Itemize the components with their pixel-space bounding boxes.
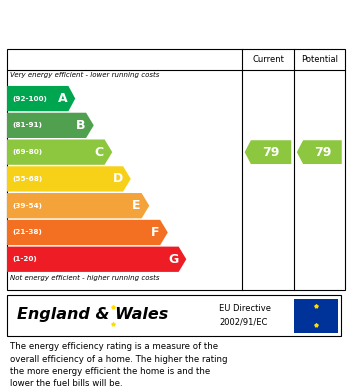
Polygon shape — [7, 247, 186, 272]
Text: A: A — [58, 92, 68, 105]
Text: Energy Efficiency Rating: Energy Efficiency Rating — [10, 15, 232, 30]
Text: 2002/91/EC: 2002/91/EC — [219, 318, 268, 327]
Text: (21-38): (21-38) — [12, 230, 42, 235]
Text: Potential: Potential — [301, 55, 338, 64]
Text: (92-100): (92-100) — [12, 95, 47, 102]
Text: (1-20): (1-20) — [12, 256, 37, 262]
Polygon shape — [7, 166, 131, 192]
Polygon shape — [7, 220, 168, 245]
Text: The energy efficiency rating is a measure of the: The energy efficiency rating is a measur… — [10, 343, 219, 352]
Polygon shape — [7, 86, 75, 111]
Bar — [294, 299, 338, 333]
Text: Not energy efficient - higher running costs: Not energy efficient - higher running co… — [10, 274, 160, 281]
Text: overall efficiency of a home. The higher the rating: overall efficiency of a home. The higher… — [10, 355, 228, 364]
Polygon shape — [7, 193, 149, 218]
Text: lower the fuel bills will be.: lower the fuel bills will be. — [10, 379, 123, 388]
Text: C: C — [95, 145, 104, 159]
Text: G: G — [168, 253, 179, 266]
Text: EU Directive: EU Directive — [219, 305, 271, 314]
Text: B: B — [76, 119, 86, 132]
Text: Very energy efficient - lower running costs: Very energy efficient - lower running co… — [10, 72, 160, 78]
Text: (81-91): (81-91) — [12, 122, 42, 128]
Text: E: E — [132, 199, 141, 212]
Text: D: D — [113, 172, 123, 185]
Polygon shape — [7, 113, 94, 138]
Text: F: F — [151, 226, 159, 239]
Text: (39-54): (39-54) — [12, 203, 42, 209]
Polygon shape — [245, 140, 291, 164]
Text: the more energy efficient the home is and the: the more energy efficient the home is an… — [10, 367, 211, 376]
Polygon shape — [7, 140, 112, 165]
Text: (69-80): (69-80) — [12, 149, 42, 155]
Text: England & Wales: England & Wales — [17, 307, 169, 322]
Text: Current: Current — [252, 55, 284, 64]
Text: 79: 79 — [314, 145, 331, 159]
Text: 79: 79 — [262, 145, 280, 159]
Text: (55-68): (55-68) — [12, 176, 42, 182]
Polygon shape — [297, 140, 342, 164]
